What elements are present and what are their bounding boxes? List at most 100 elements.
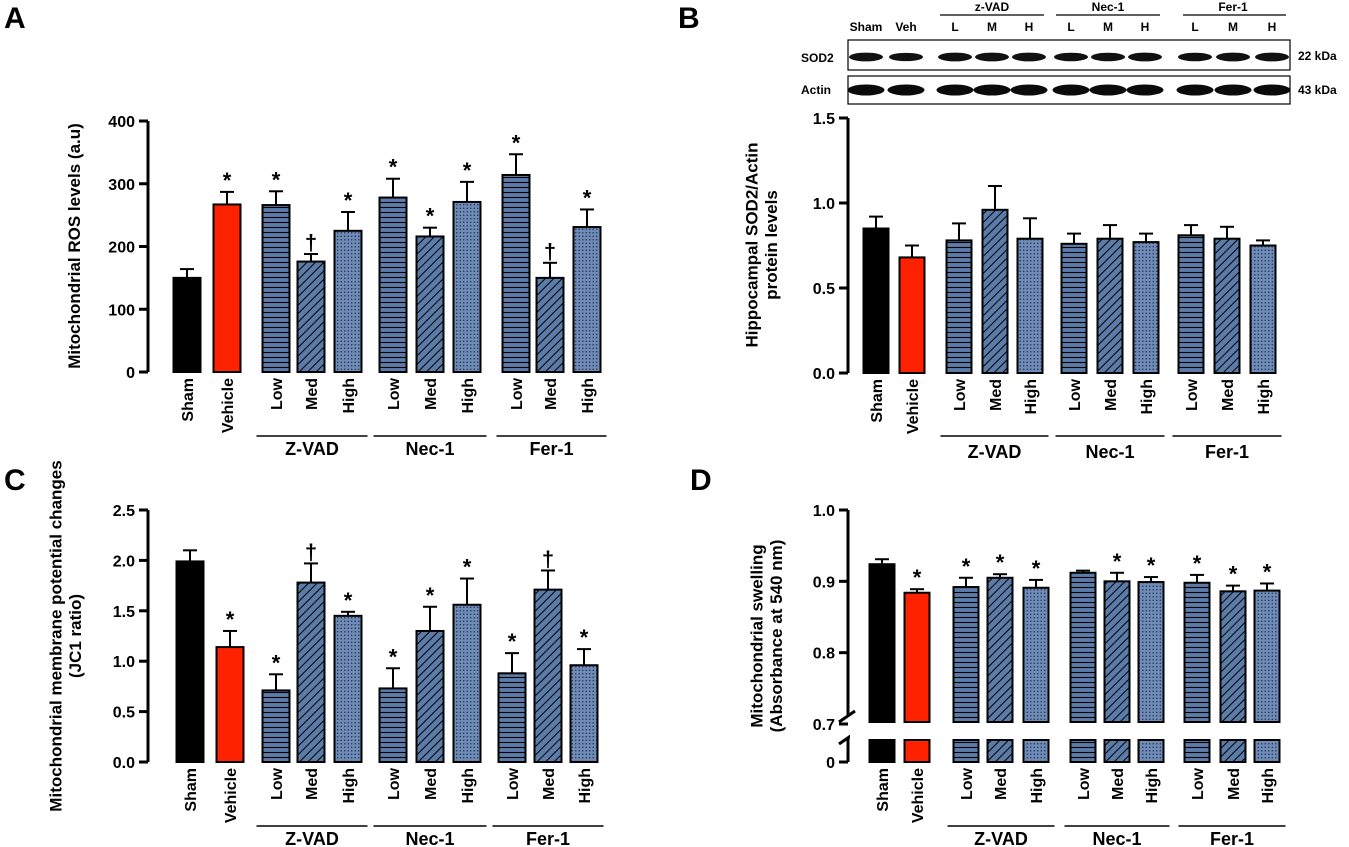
sod2-bands	[849, 52, 1289, 62]
group-label: Fer-1	[1210, 829, 1254, 847]
category-label: High	[1029, 768, 1046, 804]
y-tick-label: 0.8	[813, 646, 835, 663]
bar	[868, 563, 896, 723]
blot-lane-label: M	[1228, 20, 1238, 34]
bar	[296, 581, 326, 763]
y-tick-label: 0.9	[813, 574, 835, 591]
blot-group-label: Fer-1	[1218, 0, 1248, 14]
category-label: Low	[1190, 767, 1207, 800]
category-label: Vehicle	[910, 768, 927, 823]
bar	[1137, 581, 1165, 724]
bar	[452, 200, 482, 373]
y-tick-label: 2.5	[113, 503, 135, 520]
bar	[333, 229, 363, 373]
actin-band	[1052, 84, 1090, 96]
bar	[1016, 237, 1044, 374]
bar-lower-segment	[1183, 739, 1211, 763]
bar	[1253, 589, 1281, 724]
group-label: Z-VAD	[285, 439, 339, 459]
category-label: High	[1144, 768, 1161, 804]
bar	[952, 586, 980, 723]
chart-membrane-potential: 0.0 0.5 1.0 1.5 2.0 2.5 Mitochondrial membrane…	[46, 460, 604, 847]
chart-mitochondrial-ros: 0 100 200 300 400 Mitochondrial ROS levels (a…	[65, 114, 607, 459]
blot-size-label: 43 kDa	[1298, 83, 1337, 97]
bar	[533, 588, 563, 764]
category-label: Med	[988, 379, 1005, 411]
bar	[497, 672, 527, 764]
bar	[452, 603, 482, 764]
y-axis-title: Mitochondrial ROS levels (a.u)	[65, 123, 84, 369]
y-tick-label: 300	[108, 177, 135, 194]
y-tick-label: 1.5	[113, 604, 135, 621]
bar	[172, 276, 202, 373]
category-label: High	[460, 378, 477, 414]
significance-marker: *	[463, 158, 472, 183]
category-label: Sham	[869, 379, 886, 423]
significance-marker: *	[1032, 556, 1041, 581]
category-label: High	[1260, 768, 1277, 804]
bar	[212, 203, 242, 373]
significance-marker: *	[583, 185, 592, 210]
group-label: Nec-1	[1092, 829, 1141, 847]
bar-lower-segment	[903, 739, 931, 763]
blot-lane-label: L	[1067, 20, 1074, 34]
bar	[1183, 581, 1211, 724]
bar	[945, 239, 973, 374]
panel-letter-d: D	[690, 464, 712, 497]
significance-marker: *	[426, 204, 435, 229]
significance-marker: *	[272, 650, 281, 675]
significance-marker: *	[996, 550, 1005, 575]
y-tick-label: 0.0	[813, 366, 835, 383]
category-label: Low	[952, 378, 969, 411]
y-tick-label: 400	[108, 114, 135, 131]
bar	[898, 256, 926, 374]
bar	[903, 591, 931, 723]
bar	[378, 687, 408, 764]
bar	[1103, 580, 1131, 723]
blot-lane-label: H	[1025, 20, 1034, 34]
panel-letter-a: A	[4, 2, 26, 35]
category-label: Med	[304, 378, 321, 410]
group-label: Z-VAD	[285, 829, 339, 847]
bar	[569, 664, 599, 763]
bar-lower-segment	[1022, 739, 1050, 763]
blot-lane-label: L	[951, 20, 958, 34]
bar-lower-segment	[1253, 739, 1281, 763]
significance-marker: *	[913, 565, 922, 590]
y-tick-label: 1.5	[813, 111, 835, 128]
bar-lower-segment	[1069, 739, 1097, 763]
bar	[1022, 586, 1050, 724]
significance-marker: *	[512, 130, 521, 155]
category-label: Med	[1220, 379, 1237, 411]
y-tick-label: 100	[108, 302, 135, 319]
sod2-band	[1054, 52, 1088, 62]
category-label: High	[580, 378, 597, 414]
category-label: Med	[1103, 379, 1120, 411]
bar-lower-segment	[868, 739, 896, 763]
bar	[501, 173, 531, 373]
panel-letter-b: B	[678, 2, 700, 35]
y-axis-title: Mitochondrial swelling(Absorbance at 540…	[747, 540, 786, 733]
bar	[1096, 237, 1124, 374]
significance-marker: *	[1193, 551, 1202, 576]
significance-marker: *	[226, 607, 235, 632]
western-blot: Sham Veh L M H L M H L M H z-VAD Nec-1 F…	[801, 0, 1337, 105]
significance-marker: †	[542, 546, 554, 571]
significance-marker: *	[463, 555, 472, 580]
actin-band	[973, 84, 1011, 96]
bar-lower-segment	[986, 739, 1014, 763]
bar	[296, 260, 326, 373]
actin-band	[1214, 84, 1252, 96]
significance-marker: *	[1229, 562, 1238, 587]
y-tick-label: 1.0	[813, 503, 835, 520]
actin-bands	[847, 84, 1291, 96]
bar	[535, 276, 565, 373]
sod2-band	[889, 52, 923, 62]
group-label: Z-VAD	[968, 442, 1022, 462]
actin-band	[1126, 84, 1164, 96]
sod2-band	[1178, 52, 1212, 62]
bar	[415, 629, 445, 764]
significance-marker: †	[305, 539, 317, 564]
blot-lane-label: H	[1268, 20, 1277, 34]
